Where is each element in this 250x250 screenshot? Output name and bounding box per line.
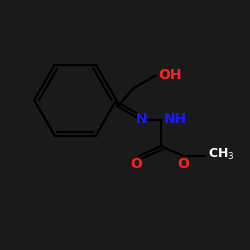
Text: O: O bbox=[131, 157, 142, 171]
Text: O: O bbox=[178, 157, 189, 171]
Text: CH$_3$: CH$_3$ bbox=[208, 147, 234, 162]
Text: OH: OH bbox=[158, 68, 182, 82]
Text: NH: NH bbox=[164, 112, 187, 126]
Text: N: N bbox=[135, 112, 147, 126]
